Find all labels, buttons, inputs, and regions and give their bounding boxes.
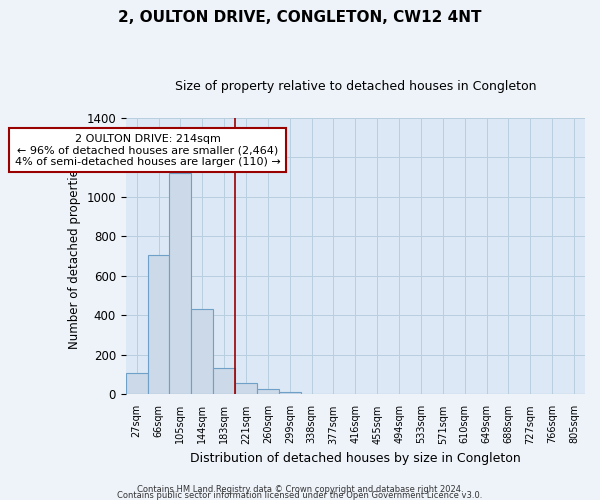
Bar xyxy=(279,392,301,394)
Y-axis label: Number of detached properties: Number of detached properties xyxy=(68,163,81,349)
Text: Contains HM Land Registry data © Crown copyright and database right 2024.: Contains HM Land Registry data © Crown c… xyxy=(137,484,463,494)
Title: Size of property relative to detached houses in Congleton: Size of property relative to detached ho… xyxy=(175,80,536,93)
Bar xyxy=(213,368,235,394)
Text: Contains public sector information licensed under the Open Government Licence v3: Contains public sector information licen… xyxy=(118,491,482,500)
Text: 2, OULTON DRIVE, CONGLETON, CW12 4NT: 2, OULTON DRIVE, CONGLETON, CW12 4NT xyxy=(118,10,482,25)
X-axis label: Distribution of detached houses by size in Congleton: Distribution of detached houses by size … xyxy=(190,452,521,465)
Bar xyxy=(235,383,257,394)
Bar xyxy=(191,310,213,394)
Text: 2 OULTON DRIVE: 214sqm
← 96% of detached houses are smaller (2,464)
4% of semi-d: 2 OULTON DRIVE: 214sqm ← 96% of detached… xyxy=(15,134,280,167)
Bar xyxy=(257,388,279,394)
Bar xyxy=(148,255,169,394)
Bar xyxy=(126,372,148,394)
Bar xyxy=(169,173,191,394)
